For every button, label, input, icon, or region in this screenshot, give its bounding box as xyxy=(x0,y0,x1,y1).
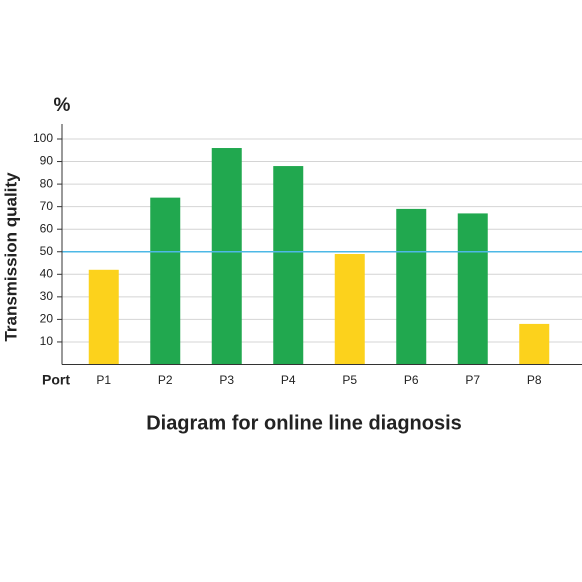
x-tick-label: P1 xyxy=(96,373,111,387)
y-tick-label: 30 xyxy=(40,289,54,303)
y-tick-label: 100 xyxy=(33,131,53,145)
x-tick-label: P2 xyxy=(158,373,173,387)
bar xyxy=(519,323,550,365)
y-tick-label: 40 xyxy=(40,266,54,280)
x-tick-label: P4 xyxy=(281,373,296,387)
y-tick-label: 90 xyxy=(40,154,54,168)
bar xyxy=(457,213,488,365)
bar xyxy=(211,148,242,365)
y-axis-label: Transmission quality xyxy=(1,172,20,342)
x-tick-label: P5 xyxy=(342,373,357,387)
bar xyxy=(334,254,365,365)
chart-title: Diagram for online line diagnosis xyxy=(146,412,462,434)
y-tick-label: 60 xyxy=(40,221,54,235)
y-tick-label: 20 xyxy=(40,312,54,326)
y-tick-label: 50 xyxy=(40,244,54,258)
x-tick-label: P6 xyxy=(404,373,419,387)
bar xyxy=(150,197,181,365)
y-tick-label: 10 xyxy=(40,334,54,348)
bar xyxy=(396,208,427,365)
bar xyxy=(273,166,304,365)
bar xyxy=(88,269,119,365)
y-unit: % xyxy=(54,95,71,116)
x-tick-label: P7 xyxy=(465,373,480,387)
y-tick-label: 70 xyxy=(40,199,54,213)
x-tick-label: P8 xyxy=(527,373,542,387)
x-axis-label: Port xyxy=(42,372,70,388)
y-tick-label: 80 xyxy=(40,176,54,190)
x-tick-label: P3 xyxy=(219,373,234,387)
